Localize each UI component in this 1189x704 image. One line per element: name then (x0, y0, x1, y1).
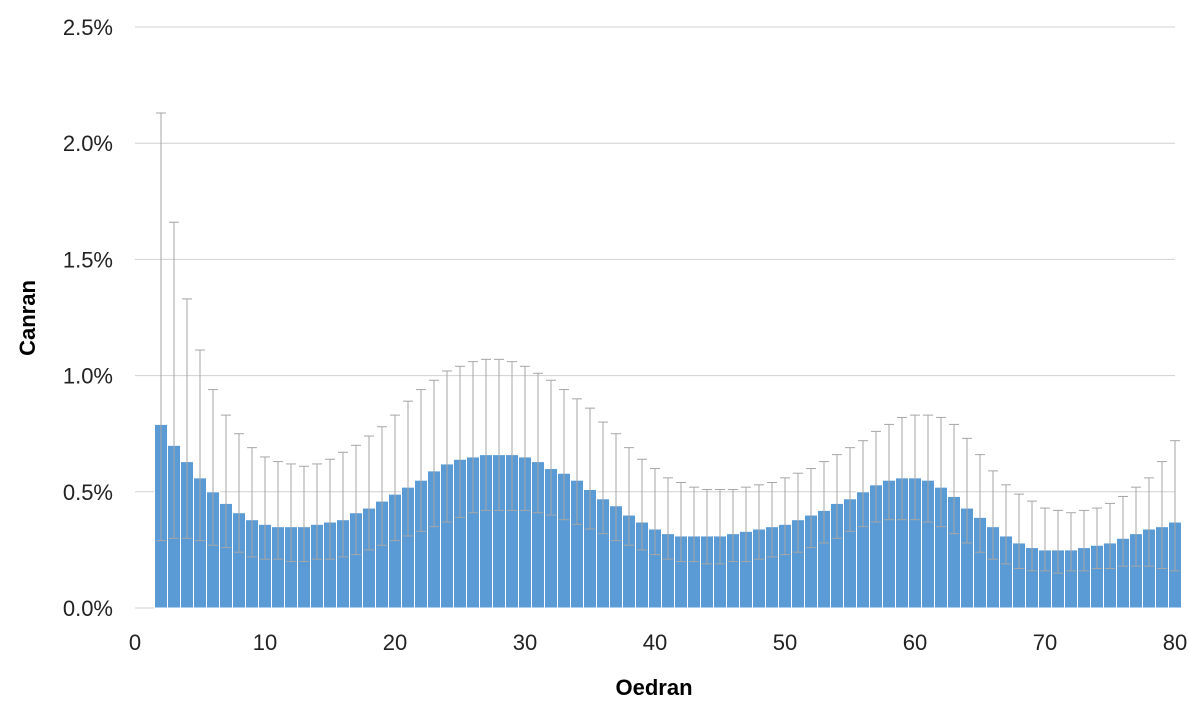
x-tick-label: 30 (513, 630, 537, 655)
y-tick-label: 2.5% (63, 15, 113, 40)
x-axis-ticks: 0 10 20 30 40 50 60 70 80 (129, 630, 1187, 655)
y-tick-label: 0.5% (63, 480, 113, 505)
x-tick-label: 0 (129, 630, 141, 655)
x-tick-label: 50 (773, 630, 797, 655)
bars (154, 423, 1182, 609)
y-tick-label: 2.0% (63, 131, 113, 156)
x-tick-label: 10 (253, 630, 277, 655)
x-axis-title: Oedran (615, 675, 692, 700)
x-tick-label: 80 (1163, 630, 1187, 655)
y-tick-label: 1.5% (63, 247, 113, 272)
y-axis-ticks: 0.0% 0.5% 1.0% 1.5% 2.0% 2.5% (63, 15, 113, 621)
x-tick-label: 70 (1033, 630, 1057, 655)
x-tick-label: 60 (903, 630, 927, 655)
y-tick-label: 0.0% (63, 596, 113, 621)
x-tick-label: 20 (383, 630, 407, 655)
x-tick-label: 40 (643, 630, 667, 655)
error-bars (156, 112, 1180, 574)
y-tick-label: 1.0% (63, 364, 113, 389)
y-axis-title: Canran (15, 280, 40, 356)
